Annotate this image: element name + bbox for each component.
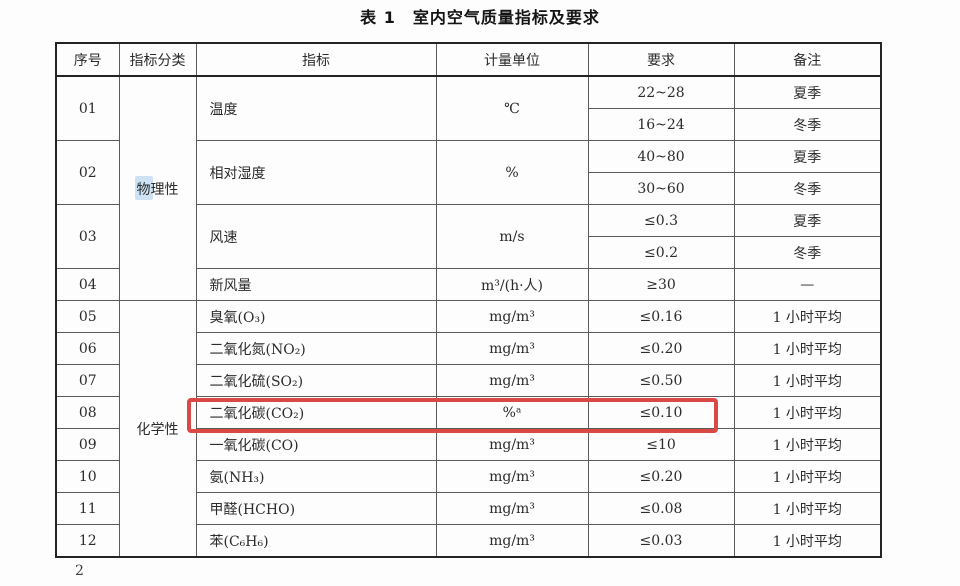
cell-unit: mg/m³ [435, 300, 589, 333]
cell-note: 1 小时平均 [733, 460, 882, 493]
cell-indicator: 一氧化碳(CO) [195, 428, 437, 461]
table-row-01a: 01 物理性 温度 ℃ 22~28 夏季 [55, 75, 882, 301]
cell-unit: m³/(h·人) [435, 268, 589, 301]
air-quality-table-container: 序号 指标分类 指标 计量单位 要求 备注 01 物理性 温度 ℃ 22~28 … [55, 42, 882, 558]
cell-no: 06 [55, 332, 120, 365]
cell-category-chemical: 化学性 [118, 300, 197, 558]
cell-no: 04 [55, 268, 120, 301]
cell-no: 01 [55, 75, 120, 141]
cell-note: 冬季 [733, 172, 882, 205]
cell-requirement: ≤0.20 [587, 460, 735, 493]
cell-requirement: 22~28 [587, 75, 735, 109]
header-no: 序号 [55, 42, 120, 77]
cell-indicator: 风速 [195, 204, 437, 269]
cell-note: 夏季 [733, 204, 882, 237]
cell-indicator: 氨(NH₃) [195, 460, 437, 493]
page-number: 2 [75, 563, 84, 579]
table-row-03b: ≤0.2 冬季 [56, 236, 882, 269]
table-row-02a: 02 相对湿度 % 40~80 夏季 [55, 140, 882, 205]
air-quality-table: 序号 指标分类 指标 计量单位 要求 备注 01 物理性 温度 ℃ 22~28 … [55, 42, 882, 558]
cell-requirement: 40~80 [587, 140, 735, 173]
table-title: 表 1 室内空气质量指标及要求 [360, 8, 600, 27]
table-row-07: 07 二氧化硫(SO₂) mg/m³ ≤0.50 1 小时平均 [55, 364, 882, 397]
table-row-09: 09 一氧化碳(CO) mg/m³ ≤10 1 小时平均 [55, 428, 882, 461]
cell-indicator: 相对湿度 [195, 140, 437, 205]
cell-note: 1 小时平均 [733, 396, 882, 429]
cell-indicator: 臭氧(O₃) [195, 300, 437, 333]
cell-indicator: 新风量 [195, 268, 437, 301]
cell-unit: mg/m³ [435, 524, 589, 558]
cell-indicator: 二氧化氮(NO₂) [195, 332, 437, 365]
cell-unit: mg/m³ [435, 460, 589, 493]
cell-note: 冬季 [733, 108, 882, 141]
cell-note: 夏季 [733, 140, 882, 173]
cell-requirement: ≥30 [587, 268, 735, 301]
header-row: 序号 指标分类 指标 计量单位 要求 备注 [55, 42, 882, 77]
header-indicator: 指标 [195, 42, 437, 77]
cell-no: 08 [55, 396, 120, 429]
cell-indicator: 二氧化硫(SO₂) [195, 364, 437, 397]
cell-requirement: ≤0.03 [587, 524, 735, 558]
cell-requirement: ≤0.10 [587, 396, 735, 429]
cell-indicator: 苯(C₆H₆) [195, 524, 437, 558]
cell-requirement: ≤0.08 [587, 492, 735, 525]
cell-note: 1 小时平均 [733, 492, 882, 525]
table-row-12: 12 苯(C₆H₆) mg/m³ ≤0.03 1 小时平均 [55, 524, 882, 558]
cell-indicator: 二氧化碳(CO₂) [195, 396, 437, 429]
cell-requirement: 16~24 [587, 108, 735, 141]
cell-unit: mg/m³ [435, 428, 589, 461]
cell-note: — [733, 268, 882, 301]
table-row-05: 05 化学性 臭氧(O₃) mg/m³ ≤0.16 1 小时平均 [55, 300, 882, 558]
cell-note: 1 小时平均 [733, 332, 882, 365]
cell-unit: mg/m³ [435, 332, 589, 365]
table-row-02b: 30~60 冬季 [56, 172, 882, 205]
cell-unit: mg/m³ [435, 492, 589, 525]
cell-requirement: ≤0.2 [587, 236, 735, 269]
cell-note: 1 小时平均 [733, 364, 882, 397]
cell-unit: % [435, 140, 589, 205]
cell-requirement: ≤0.20 [587, 332, 735, 365]
cell-no: 12 [55, 524, 120, 558]
cell-no: 07 [55, 364, 120, 397]
header-requirement: 要求 [587, 42, 735, 77]
cell-requirement: ≤0.16 [587, 300, 735, 333]
selection-highlight: 物 [134, 175, 153, 200]
cell-indicator: 温度 [195, 75, 437, 141]
cell-requirement: ≤0.50 [587, 364, 735, 397]
table-row-04: 04 新风量 m³/(h·人) ≥30 — [55, 268, 882, 301]
cell-note: 冬季 [733, 236, 882, 269]
table-row-03a: 03 风速 m/s ≤0.3 夏季 [55, 204, 882, 269]
cell-note: 1 小时平均 [733, 524, 882, 558]
table-row-11: 11 甲醛(HCHO) mg/m³ ≤0.08 1 小时平均 [55, 492, 882, 525]
category-label: 理性 [150, 181, 179, 198]
cell-no: 03 [55, 204, 120, 269]
cell-no: 09 [55, 428, 120, 461]
cell-no: 05 [55, 300, 120, 333]
cell-unit: mg/m³ [435, 364, 589, 397]
cell-note: 1 小时平均 [733, 428, 882, 461]
cell-unit: m/s [435, 204, 589, 269]
cell-requirement: ≤10 [587, 428, 735, 461]
header-unit: 计量单位 [435, 42, 589, 77]
header-note: 备注 [733, 42, 882, 77]
cell-requirement: 30~60 [587, 172, 735, 205]
cell-no: 02 [55, 140, 120, 205]
cell-requirement: ≤0.3 [587, 204, 735, 237]
header-category: 指标分类 [118, 42, 197, 77]
cell-indicator: 甲醛(HCHO) [195, 492, 437, 525]
cell-no: 10 [55, 460, 120, 493]
cell-category-physical: 物理性 [118, 75, 197, 301]
cell-note: 1 小时平均 [733, 300, 882, 333]
cell-unit: ℃ [435, 75, 589, 141]
cell-no: 11 [55, 492, 120, 525]
cell-note: 夏季 [733, 75, 882, 109]
cell-unit: %ᵃ [435, 396, 589, 429]
